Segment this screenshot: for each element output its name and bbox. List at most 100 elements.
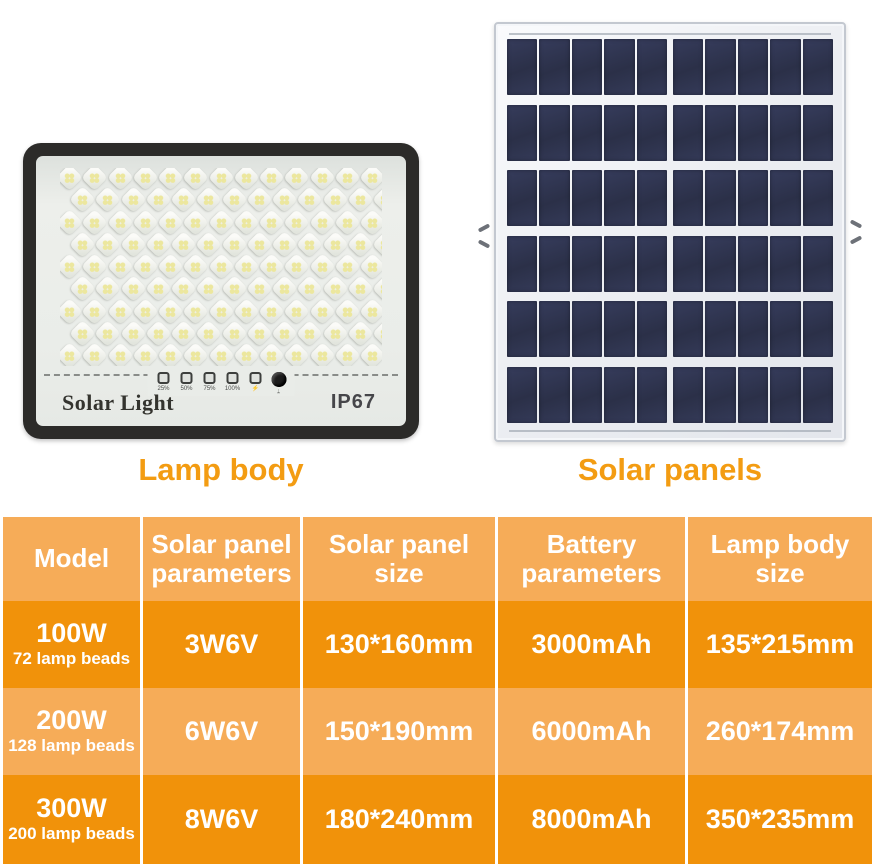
led-bead: [207, 208, 235, 236]
led-dots: [164, 260, 177, 273]
led-dots: [63, 349, 76, 362]
solar-cell-row: [507, 301, 834, 358]
led-bead: [195, 186, 223, 214]
led-dots: [139, 349, 152, 362]
led-bead: [372, 186, 382, 214]
led-bead: [245, 230, 273, 258]
led-bead: [69, 186, 96, 214]
led-bead: [232, 208, 260, 236]
solar-cell: [802, 366, 834, 423]
led-dots: [127, 193, 139, 206]
indicator-label: 25%: [157, 386, 170, 392]
led-dots: [189, 349, 202, 362]
led-dots: [228, 193, 240, 206]
led-bead: [106, 297, 134, 325]
led-row: [60, 342, 382, 366]
led-dots: [329, 327, 341, 340]
led-bead: [157, 342, 184, 366]
led-dots: [177, 327, 190, 340]
led-dots: [341, 171, 354, 184]
solar-cell-row: [507, 104, 834, 161]
led-bead: [296, 275, 324, 303]
led-bead: [220, 230, 248, 258]
solar-cell: [673, 235, 704, 292]
led-bead: [372, 275, 382, 303]
solar-cell: [737, 170, 769, 227]
led-bead: [333, 168, 361, 191]
led-bead: [94, 230, 122, 258]
led-bead: [220, 186, 248, 214]
led-dots: [76, 282, 89, 295]
led-dots: [354, 327, 367, 340]
led-bead: [131, 168, 159, 191]
model-lamp-beads: 200 lamp beads: [8, 824, 135, 844]
cell-value: 150*190mm: [324, 716, 474, 746]
model-cell: 200W 128 lamp beads: [3, 688, 143, 775]
table-header-cell: Solar panel size: [303, 517, 498, 601]
solar-cell: [507, 104, 538, 161]
led-dots: [316, 349, 328, 362]
cell-value: 135*215mm: [705, 629, 855, 659]
led-dots: [152, 327, 165, 340]
led-bead: [258, 342, 285, 366]
led-bead: [258, 297, 285, 325]
led-dots: [379, 193, 382, 206]
led-dots: [354, 238, 367, 251]
led-bead: [182, 297, 210, 325]
led-bead: [321, 230, 349, 258]
solar-cell: [507, 301, 538, 358]
led-bead: [308, 342, 336, 366]
led-dots: [316, 305, 328, 317]
led-dots: [101, 327, 114, 340]
led-dots: [303, 282, 316, 295]
solar-cell: [636, 104, 668, 161]
table-cell: 3000mAh: [498, 601, 688, 688]
table-cell: 3W6V: [143, 601, 303, 688]
led-dots: [366, 171, 379, 184]
header-label: Battery parameters: [521, 528, 662, 588]
led-bead: [346, 275, 374, 303]
led-dots: [177, 193, 190, 206]
led-dots: [253, 282, 266, 295]
led-dots: [164, 349, 177, 362]
led-bead: [372, 319, 382, 347]
led-dots: [202, 282, 215, 295]
solar-cell: [802, 235, 834, 292]
solar-cell: [571, 104, 603, 161]
solar-cell: [705, 39, 736, 95]
led-bead: [321, 319, 349, 347]
led-dots: [278, 282, 291, 295]
led-dots: [114, 171, 126, 184]
led-bead: [283, 208, 311, 236]
led-bead: [170, 275, 197, 303]
led-bead: [144, 319, 172, 347]
battery-indicator-panel: 25% 50% 75% 100% ⚡ ᛦ: [147, 372, 295, 396]
solar-cell: [737, 366, 769, 423]
led-dots: [152, 282, 165, 295]
led-bead: [245, 319, 273, 347]
led-row: [60, 297, 382, 325]
led-dots: [316, 260, 328, 273]
led-dots: [290, 260, 303, 273]
led-bead: [207, 342, 235, 366]
led-dots: [379, 327, 382, 340]
led-dots: [278, 327, 291, 340]
solar-cell: [539, 39, 570, 95]
led-bead: [220, 275, 248, 303]
table-header-cell: Battery parameters: [498, 517, 688, 601]
battery-level-indicator: ⚡: [248, 372, 264, 393]
led-bead: [207, 297, 235, 325]
solar-cell: [737, 39, 769, 95]
led-dots: [139, 216, 152, 228]
led-dots: [215, 216, 227, 228]
led-bead: [283, 297, 311, 325]
led-dots: [278, 193, 291, 206]
cell-value: 6W6V: [184, 716, 259, 746]
solar-cell: [705, 301, 736, 358]
led-bead: [333, 342, 361, 366]
table-cell: 260*174mm: [688, 688, 872, 775]
table-header-cell: Solar panel parameters: [143, 517, 303, 601]
led-bead: [308, 168, 336, 191]
table-cell: 130*160mm: [303, 601, 498, 688]
led-bead: [81, 208, 109, 236]
